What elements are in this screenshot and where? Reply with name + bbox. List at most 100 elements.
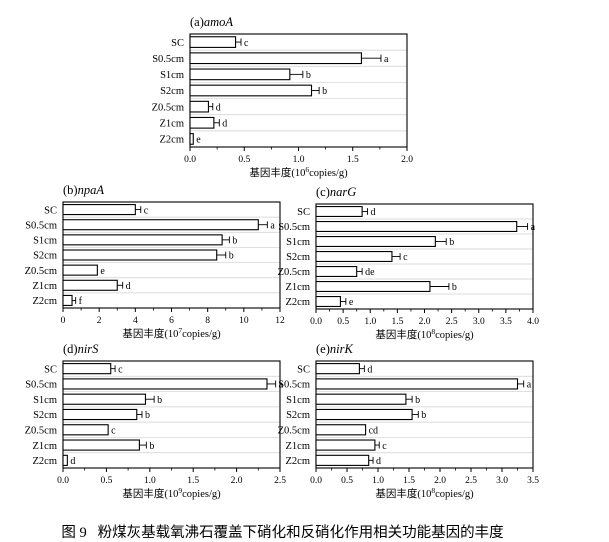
svg-text:Z0.5cm: Z0.5cm <box>25 266 57 277</box>
svg-text:Z0.5cm: Z0.5cm <box>25 425 57 436</box>
svg-text:S1cm: S1cm <box>160 70 184 81</box>
svg-text:8: 8 <box>205 316 210 326</box>
svg-text:c: c <box>382 441 387 452</box>
svg-text:3.0: 3.0 <box>496 476 508 486</box>
svg-text:Z1cm: Z1cm <box>33 441 58 452</box>
svg-text:0.0: 0.0 <box>310 476 322 486</box>
svg-text:Z2cm: Z2cm <box>160 135 185 146</box>
svg-text:b: b <box>229 251 234 262</box>
svg-text:d: d <box>126 281 131 292</box>
svg-text:基因丰度(106copies/g): 基因丰度(106copies/g) <box>249 165 348 179</box>
svg-text:S1cm: S1cm <box>33 395 57 406</box>
svg-text:2.0: 2.0 <box>419 317 431 327</box>
svg-text:c: c <box>111 425 116 436</box>
svg-text:SC: SC <box>44 364 57 375</box>
svg-text:S2cm: S2cm <box>286 410 310 421</box>
svg-text:2.5: 2.5 <box>465 476 477 486</box>
svg-text:Z0.5cm: Z0.5cm <box>278 425 310 436</box>
svg-text:c: c <box>144 205 149 216</box>
svg-text:a: a <box>384 54 389 65</box>
svg-text:c: c <box>244 38 249 49</box>
svg-text:S2cm: S2cm <box>160 86 184 97</box>
svg-text:Z1cm: Z1cm <box>160 118 185 129</box>
svg-text:0.5: 0.5 <box>238 155 250 165</box>
svg-text:f: f <box>79 296 83 307</box>
svg-text:基因丰度(108copies/g): 基因丰度(108copies/g) <box>375 486 474 500</box>
svg-text:基因丰度(107copies/g): 基因丰度(107copies/g) <box>122 326 221 340</box>
svg-text:S0.5cm: S0.5cm <box>25 380 57 391</box>
svg-text:1.5: 1.5 <box>347 155 359 165</box>
svg-text:2.0: 2.0 <box>231 476 243 486</box>
svg-text:c: c <box>118 364 123 375</box>
svg-text:SC: SC <box>297 207 310 218</box>
svg-text:e: e <box>100 266 105 277</box>
svg-text:4.0: 4.0 <box>527 317 539 327</box>
svg-text:SC: SC <box>44 205 57 216</box>
svg-text:2: 2 <box>97 316 102 326</box>
svg-text:0.0: 0.0 <box>184 155 196 165</box>
svg-text:基因丰度(109copies/g): 基因丰度(109copies/g) <box>122 486 221 500</box>
svg-text:de: de <box>365 267 375 278</box>
svg-text:b: b <box>421 410 426 421</box>
svg-text:1.5: 1.5 <box>187 476 199 486</box>
svg-text:d: d <box>367 364 372 375</box>
svg-text:b: b <box>157 395 162 406</box>
svg-text:S1cm: S1cm <box>286 395 310 406</box>
svg-text:Z2cm: Z2cm <box>33 296 58 307</box>
svg-text:d: d <box>376 456 381 467</box>
svg-text:0.5: 0.5 <box>337 317 349 327</box>
svg-text:S0.5cm: S0.5cm <box>152 54 184 65</box>
svg-text:d: d <box>70 456 75 467</box>
svg-text:0.5: 0.5 <box>100 476 112 486</box>
svg-text:1.0: 1.0 <box>293 155 305 165</box>
svg-text:S2cm: S2cm <box>286 252 310 263</box>
svg-text:cd: cd <box>369 425 378 436</box>
svg-text:0.5: 0.5 <box>341 476 353 486</box>
svg-text:SC: SC <box>171 38 184 49</box>
svg-text:b: b <box>145 410 150 421</box>
svg-text:Z0.5cm: Z0.5cm <box>152 102 184 113</box>
svg-text:3.0: 3.0 <box>473 317 485 327</box>
svg-text:(b)npaA: (b)npaA <box>63 183 104 197</box>
svg-text:Z2cm: Z2cm <box>286 456 311 467</box>
svg-text:1.0: 1.0 <box>144 476 156 486</box>
svg-text:基因丰度(108copies/g): 基因丰度(108copies/g) <box>375 327 474 341</box>
svg-text:0.0: 0.0 <box>57 476 69 486</box>
svg-text:Z2cm: Z2cm <box>286 297 311 308</box>
svg-text:d: d <box>371 207 376 218</box>
svg-text:b: b <box>452 282 457 293</box>
svg-text:(c)narG: (c)narG <box>316 185 356 199</box>
svg-text:e: e <box>196 135 201 146</box>
svg-text:S0.5cm: S0.5cm <box>25 220 57 231</box>
svg-text:Z1cm: Z1cm <box>286 282 311 293</box>
svg-text:b: b <box>149 441 154 452</box>
svg-text:b: b <box>232 236 237 247</box>
svg-text:Z0.5cm: Z0.5cm <box>278 267 310 278</box>
svg-text:b: b <box>415 395 420 406</box>
svg-text:S0.5cm: S0.5cm <box>278 222 310 233</box>
svg-text:2.0: 2.0 <box>434 476 446 486</box>
svg-text:Z1cm: Z1cm <box>33 281 58 292</box>
svg-text:2.5: 2.5 <box>446 317 458 327</box>
svg-text:d: d <box>216 102 221 113</box>
svg-text:Z1cm: Z1cm <box>286 441 311 452</box>
svg-text:S0.5cm: S0.5cm <box>278 380 310 391</box>
svg-text:0: 0 <box>61 316 66 326</box>
svg-text:d: d <box>222 118 227 129</box>
svg-text:4: 4 <box>133 316 138 326</box>
svg-text:1.0: 1.0 <box>364 317 376 327</box>
svg-text:3.5: 3.5 <box>500 317 512 327</box>
svg-text:1.5: 1.5 <box>391 317 403 327</box>
svg-text:b: b <box>322 86 327 97</box>
svg-text:c: c <box>403 252 408 263</box>
svg-text:b: b <box>306 70 311 81</box>
svg-text:2.0: 2.0 <box>401 155 413 165</box>
svg-text:b: b <box>449 237 454 248</box>
svg-text:S2cm: S2cm <box>33 251 57 262</box>
svg-text:Z2cm: Z2cm <box>33 456 58 467</box>
svg-text:6: 6 <box>169 316 174 326</box>
svg-text:(a)amoA: (a)amoA <box>190 15 233 29</box>
svg-text:S2cm: S2cm <box>33 410 57 421</box>
svg-text:SC: SC <box>297 364 310 375</box>
svg-text:S1cm: S1cm <box>33 236 57 247</box>
